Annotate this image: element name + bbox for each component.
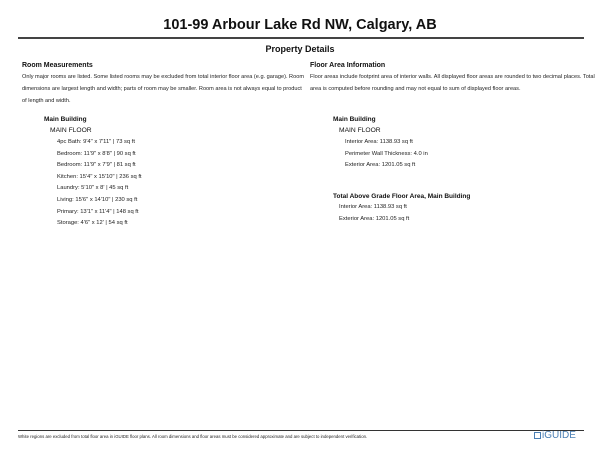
building-label: Main Building [44,116,87,123]
total-area-list: Interior Area: 1138.93 sq ft Exterior Ar… [339,202,409,225]
area-item: Exterior Area: 1201.05 sq ft [339,215,410,222]
iguide-logo: iGUIDE [534,430,576,441]
floor-label: MAIN FLOOR [339,127,381,134]
room-measurements-heading: Room Measurements [22,62,93,69]
building-label: Main Building [333,116,376,123]
area-item: Exterior Area: 1201.05 sq ft [345,162,416,169]
section-title: Property Details [265,44,335,54]
area-item: Interior Area: 1138.93 sq ft [339,204,407,210]
room-item: Storage: 4'6" x 12' | 54 sq ft [57,220,128,227]
room-item: Bedroom: 11'9" x 8'8" | 90 sq ft [57,150,136,157]
floor-area-heading: Floor Area Information [310,62,386,69]
room-item: Living: 15'6" x 14'10" | 230 sq ft [57,196,138,203]
room-item: Kitchen: 15'4" x 15'10" | 236 sq ft [57,173,142,180]
area-item: Perimeter Wall Thickness: 4.0 in [345,150,428,157]
footer-disclaimer: White regions are excluded from total fl… [18,434,368,439]
floor-area-list: Interior Area: 1138.93 sq ft Perimeter W… [345,137,428,172]
floor-area-note: Floor areas include footprint area of in… [310,74,595,92]
room-item: Primary: 13'1" x 11'4" | 148 sq ft [57,208,139,215]
logo-icon [534,432,541,439]
area-item: Interior Area: 1138.93 sq ft [345,139,413,145]
page-title: 101-99 Arbour Lake Rd NW, Calgary, AB [163,17,437,33]
footer-divider [18,430,584,432]
divider [18,37,584,39]
total-area-heading: Total Above Grade Floor Area, Main Build… [333,193,471,200]
room-measurements-note: Only major rooms are listed. Some listed… [22,74,304,104]
floor-label: MAIN FLOOR [50,127,92,134]
room-list: 4pc Bath: 9'4" x 7'11" | 73 sq ft Bedroo… [57,137,142,230]
room-item: Laundry: 5'10" x 8' | 45 sq ft [57,185,129,192]
room-item: Bedroom: 11'9" x 7'9" | 81 sq ft [57,162,136,169]
room-item: 4pc Bath: 9'4" x 7'11" | 73 sq ft [57,139,135,145]
logo-text: iGUIDE [542,430,576,441]
